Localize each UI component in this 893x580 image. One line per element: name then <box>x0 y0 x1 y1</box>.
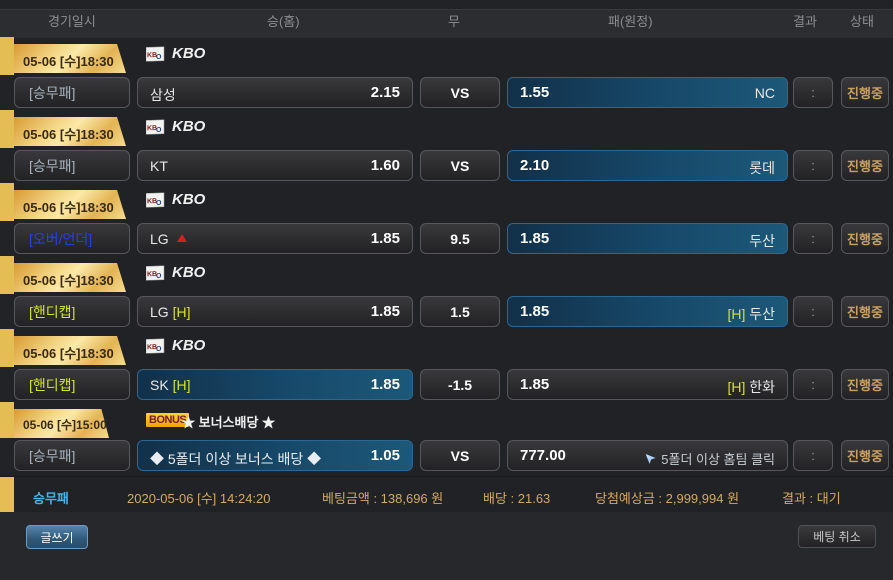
svg-text:O: O <box>156 54 162 61</box>
svg-text:O: O <box>156 127 162 134</box>
svg-text:O: O <box>156 346 162 353</box>
svg-text:O: O <box>156 273 162 280</box>
svg-text:O: O <box>156 200 162 207</box>
